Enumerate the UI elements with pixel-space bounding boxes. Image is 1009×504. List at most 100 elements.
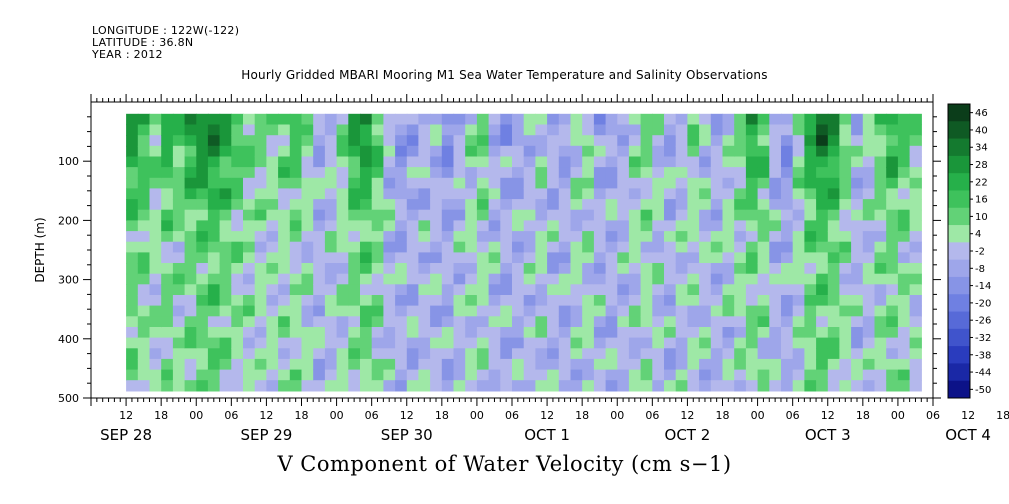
heatmap-cell xyxy=(664,135,677,147)
heatmap-cell xyxy=(161,209,174,221)
heatmap-cell xyxy=(336,263,349,275)
heatmap-cell xyxy=(827,231,841,243)
heatmap-cell xyxy=(851,209,864,221)
heatmap-cell xyxy=(266,231,279,243)
heatmap-cell xyxy=(289,231,303,243)
heatmap-cell xyxy=(804,145,817,158)
heatmap-cell xyxy=(781,199,794,211)
heatmap-cell xyxy=(430,284,443,296)
heatmap-cell xyxy=(734,188,747,200)
heatmap-cell xyxy=(278,305,291,317)
heatmap-cell xyxy=(605,113,618,126)
heatmap-cell xyxy=(523,199,536,211)
x-date-label: OCT 4 xyxy=(945,426,991,444)
heatmap-cell xyxy=(570,156,583,168)
heatmap-cell xyxy=(593,220,607,232)
heatmap-cell xyxy=(149,188,162,200)
heatmap-cell xyxy=(862,295,876,307)
heatmap-cell xyxy=(383,231,396,243)
heatmap-cell xyxy=(593,337,607,349)
heatmap-cell xyxy=(558,113,572,126)
heatmap-cell xyxy=(149,273,162,285)
heatmap-cell xyxy=(874,295,887,307)
heatmap-cell xyxy=(430,199,443,211)
heatmap-cell xyxy=(418,209,431,221)
heatmap-cell xyxy=(558,220,572,232)
heatmap-cell xyxy=(348,358,361,371)
heatmap-cell xyxy=(324,199,338,211)
heatmap-cell xyxy=(640,358,653,371)
heatmap-cell xyxy=(722,337,735,349)
heatmap-cell xyxy=(430,113,443,126)
heatmap-cell xyxy=(266,358,279,371)
heatmap-cell xyxy=(687,188,700,200)
heatmap-cell xyxy=(149,284,162,296)
heatmap-cell xyxy=(289,145,303,158)
colorbar-swatch xyxy=(948,346,970,364)
heatmap-cell xyxy=(231,369,244,381)
heatmap-cell xyxy=(243,305,256,317)
heatmap-cell xyxy=(360,284,373,296)
heatmap-cell xyxy=(219,295,232,307)
heatmap-cell xyxy=(547,177,560,190)
heatmap-cell xyxy=(301,156,314,168)
heatmap-cell xyxy=(827,145,841,158)
heatmap-cell xyxy=(886,380,899,392)
heatmap-cell xyxy=(301,209,314,221)
heatmap-cell xyxy=(254,369,267,381)
heatmap-cell xyxy=(313,113,326,126)
heatmap-cell xyxy=(699,124,712,136)
heatmap-cell xyxy=(745,209,759,221)
heatmap-cell xyxy=(757,209,770,221)
heatmap-cell xyxy=(769,327,782,339)
heatmap-cell xyxy=(593,167,607,179)
heatmap-cell xyxy=(126,252,139,264)
heatmap-cell xyxy=(149,220,162,232)
heatmap-cell xyxy=(804,284,817,296)
heatmap-cell xyxy=(628,380,642,392)
y-tick-label: 200 xyxy=(58,214,79,227)
heatmap-cell xyxy=(628,284,642,296)
x-hour-label: 18 xyxy=(996,409,1009,422)
heatmap-cell xyxy=(266,188,279,200)
heatmap-cell xyxy=(558,167,572,179)
heatmap-cell xyxy=(839,369,852,381)
heatmap-cell xyxy=(547,220,560,232)
heatmap-cell xyxy=(149,380,162,392)
heatmap-cell xyxy=(816,380,829,392)
x-hour-label: 12 xyxy=(961,409,975,422)
heatmap-cell xyxy=(745,145,759,158)
heatmap-cell xyxy=(839,327,852,339)
heatmap-cell xyxy=(418,295,431,307)
heatmap-cell xyxy=(745,156,759,168)
heatmap-cell xyxy=(126,145,139,158)
heatmap-cell xyxy=(512,380,525,392)
heatmap-cell xyxy=(172,231,186,243)
heatmap-cell xyxy=(207,284,221,296)
heatmap-cell xyxy=(582,305,595,317)
heatmap-cell xyxy=(593,177,607,190)
heatmap-cell xyxy=(278,188,291,200)
heatmap-cell xyxy=(827,135,841,147)
heatmap-cell xyxy=(523,327,536,339)
heatmap-cell xyxy=(266,295,279,307)
heatmap-cell xyxy=(769,199,782,211)
heatmap-cell xyxy=(465,113,478,126)
heatmap-cell xyxy=(512,284,525,296)
heatmap-cell xyxy=(886,284,899,296)
heatmap-cell xyxy=(839,220,852,232)
x-date-label: SEP 29 xyxy=(240,426,292,444)
heatmap-cell xyxy=(243,188,256,200)
heatmap-cell xyxy=(254,295,267,307)
heatmap-cell xyxy=(710,295,724,307)
heatmap-cell xyxy=(324,358,338,371)
heatmap-cell xyxy=(383,177,396,190)
heatmap-cell xyxy=(383,337,396,349)
heatmap-cell xyxy=(289,369,303,381)
x-hour-label: 00 xyxy=(189,409,203,422)
heatmap-cell xyxy=(874,124,887,136)
heatmap-cell xyxy=(792,273,805,285)
heatmap-cell xyxy=(804,209,817,221)
heatmap-cell xyxy=(383,327,396,339)
heatmap-cell xyxy=(757,327,770,339)
